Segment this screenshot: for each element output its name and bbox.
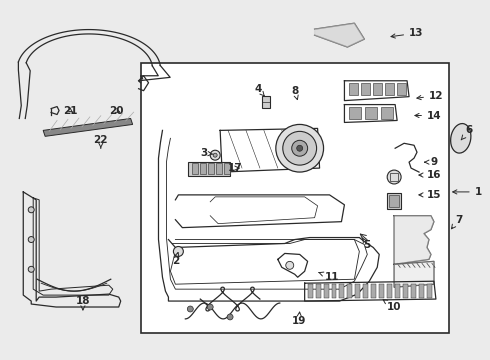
Bar [340,284,344,298]
Circle shape [28,266,34,272]
Text: 22: 22 [94,135,108,148]
Bar [200,163,206,174]
Bar [347,284,352,298]
Polygon shape [394,216,434,264]
Text: 2: 2 [172,252,179,266]
Text: 21: 21 [63,105,77,116]
Circle shape [286,261,294,269]
Text: 20: 20 [109,105,123,116]
Circle shape [276,125,323,172]
Bar [366,107,377,120]
Circle shape [387,170,401,184]
Bar [332,284,337,298]
Circle shape [283,131,317,165]
Text: 13: 13 [391,28,423,38]
Text: 5: 5 [363,238,371,251]
Circle shape [292,140,308,156]
Polygon shape [394,261,434,287]
Bar [387,284,392,298]
Bar [390,173,398,181]
Bar [262,96,270,108]
Bar [363,284,368,298]
Circle shape [187,306,193,312]
Circle shape [213,153,217,157]
Text: 10: 10 [383,300,401,312]
Text: 17: 17 [228,163,243,173]
Text: 18: 18 [75,296,90,310]
Text: 12: 12 [417,91,443,101]
Bar [192,163,198,174]
Text: 4: 4 [254,84,265,96]
Bar [387,193,401,209]
Bar [316,284,320,298]
Polygon shape [43,118,133,136]
Text: 9: 9 [425,157,438,167]
Bar [385,83,394,95]
Bar [379,284,384,298]
Bar [381,107,393,120]
Bar [141,63,449,333]
Circle shape [297,145,303,151]
Text: 7: 7 [451,215,462,229]
Bar [371,284,376,298]
Circle shape [207,304,213,310]
Bar [188,162,230,176]
Text: 11: 11 [319,272,339,282]
Bar [373,83,382,95]
Circle shape [210,150,220,160]
Bar [349,83,358,95]
Text: 16: 16 [419,170,441,180]
Bar [355,284,360,298]
Circle shape [28,237,34,243]
Bar [403,284,408,298]
Text: 14: 14 [415,111,441,121]
Text: 6: 6 [461,125,473,140]
Bar [419,284,424,298]
Bar [411,284,416,298]
Bar [323,284,328,298]
Bar [427,284,432,298]
Text: 8: 8 [291,86,298,100]
Bar [349,107,361,120]
Text: 19: 19 [292,312,306,326]
Bar [208,163,214,174]
Text: 15: 15 [419,190,441,200]
Circle shape [173,247,183,256]
Circle shape [227,314,233,320]
Bar [308,284,313,298]
Bar [216,163,222,174]
Text: 1: 1 [453,187,482,197]
Bar [389,195,399,207]
Circle shape [28,207,34,213]
Text: 3: 3 [200,148,213,158]
Polygon shape [315,23,365,47]
Ellipse shape [451,123,471,153]
Bar [361,83,370,95]
Bar [395,284,400,298]
Bar [224,163,230,174]
Bar [397,83,406,95]
